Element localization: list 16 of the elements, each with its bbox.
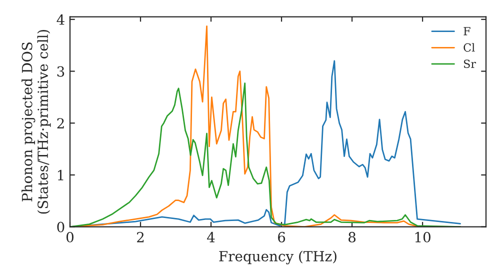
y-tick-label: 2 (57, 118, 64, 128)
x-tick-label: 6 (278, 232, 286, 242)
y-axis-title: Phonon projected DOS (States/THz·primitive cell) (22, 30, 51, 214)
legend-label: F (464, 27, 470, 36)
legend-label: Sr (464, 60, 476, 68)
y-tick-label: 3 (57, 66, 64, 77)
x-axis-title: Frequency (THz) (219, 250, 336, 264)
legend-label: Cl (464, 43, 475, 52)
x-tick-label: 0 (66, 232, 74, 242)
x-tick-label: 2 (137, 232, 144, 242)
x-tick-label: 10 (415, 232, 430, 242)
x-tick-label: 4 (207, 232, 215, 242)
y-tick-label: 4 (56, 14, 64, 25)
y-tick-label: 0 (57, 222, 64, 232)
y-tick-label: 1 (58, 170, 64, 180)
x-tick-label: 8 (348, 232, 356, 242)
